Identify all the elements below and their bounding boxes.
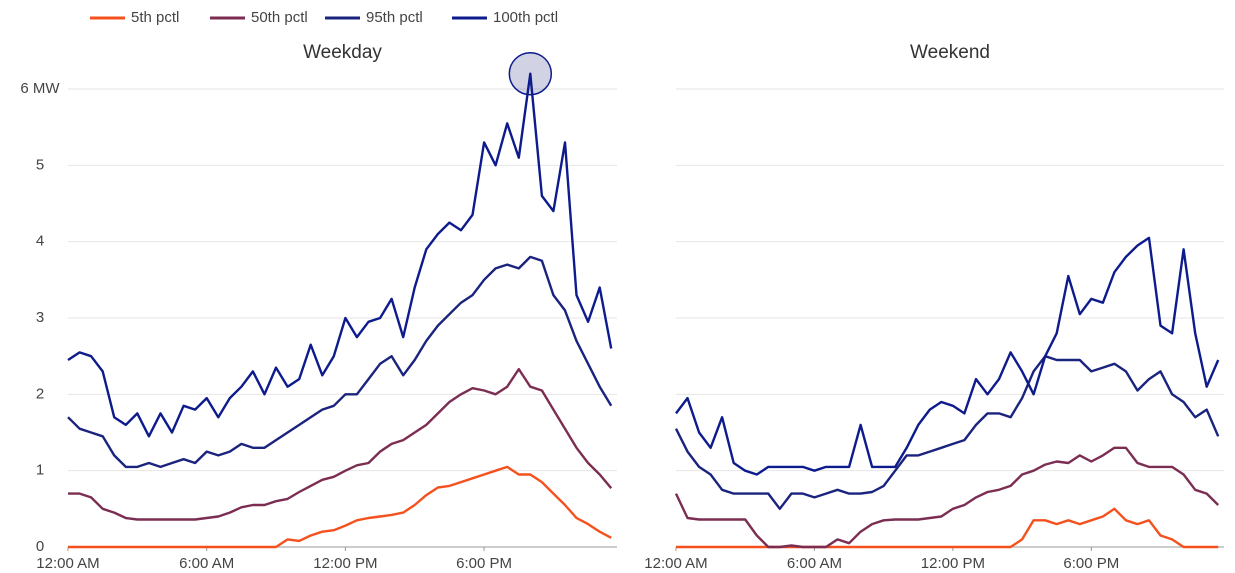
x-tick-label: 12:00 PM bbox=[313, 555, 377, 572]
y-tick-label: 1 bbox=[36, 462, 44, 479]
series-line bbox=[676, 507, 1219, 549]
hover-marker bbox=[508, 51, 553, 96]
y-tick-label: 4 bbox=[36, 233, 44, 250]
y-tick-label: 0 bbox=[36, 538, 44, 555]
y-tick-label: 2 bbox=[36, 385, 44, 402]
series-line bbox=[68, 367, 613, 521]
x-tick-label: 12:00 AM bbox=[36, 555, 99, 572]
series-line bbox=[675, 236, 1220, 476]
y-tick-label: 3 bbox=[36, 309, 44, 326]
chart-title: Weekend bbox=[910, 42, 990, 63]
series-line bbox=[674, 355, 1220, 510]
series-line bbox=[674, 446, 1220, 549]
legend-label: 95th pctl bbox=[366, 9, 423, 26]
series-line bbox=[67, 72, 613, 438]
y-tick-label: 5 bbox=[36, 156, 44, 173]
chart-title: Weekday bbox=[303, 42, 382, 63]
legend-label: 50th pctl bbox=[251, 9, 308, 26]
series-line bbox=[67, 255, 613, 469]
x-tick-label: 6:00 PM bbox=[1063, 555, 1119, 572]
x-tick-label: 6:00 AM bbox=[179, 555, 234, 572]
y-tick-label: 6 MW bbox=[20, 80, 60, 97]
series-line bbox=[68, 465, 612, 549]
x-tick-label: 12:00 AM bbox=[644, 555, 707, 572]
legend-label: 100th pctl bbox=[493, 9, 558, 26]
x-tick-label: 6:00 PM bbox=[456, 555, 512, 572]
legend-label: 5th pctl bbox=[131, 9, 179, 26]
x-tick-label: 6:00 AM bbox=[787, 555, 842, 572]
x-tick-label: 12:00 PM bbox=[921, 555, 985, 572]
